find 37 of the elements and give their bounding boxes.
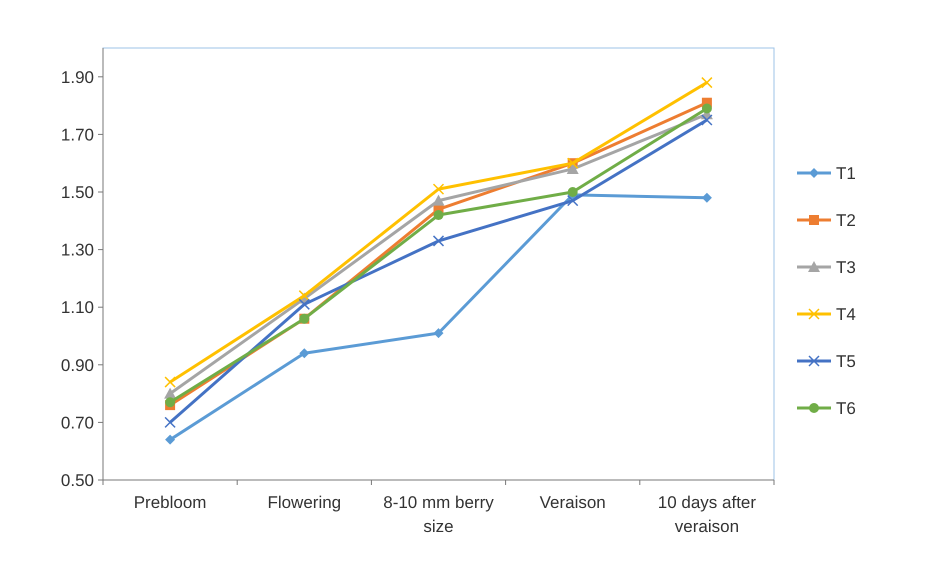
x-tick-label: Veraison <box>540 493 606 512</box>
point <box>701 76 713 88</box>
y-tick-label: 0.70 <box>60 413 94 432</box>
y-tick-label: 0.90 <box>60 356 94 375</box>
point <box>568 187 578 197</box>
x-tick-label: 10 days after veraison <box>658 493 756 536</box>
y-tick-label: 1.90 <box>60 68 94 87</box>
point <box>164 416 176 428</box>
point <box>702 192 712 203</box>
legend-label: T4 <box>836 304 856 324</box>
y-tick-label: 1.10 <box>60 298 94 318</box>
point <box>701 114 713 126</box>
legend-label: T3 <box>836 258 856 277</box>
point <box>165 397 176 408</box>
legend-label: T5 <box>836 352 856 371</box>
point <box>298 290 310 302</box>
y-tick-label: 1.30 <box>60 240 94 260</box>
y-tick-label: 0.50 <box>60 470 94 490</box>
point <box>164 376 176 388</box>
legend-label: T1 <box>836 164 856 183</box>
legend-label: T2 <box>836 210 856 230</box>
point <box>434 328 444 338</box>
x-tick-label: Prebloom <box>134 493 206 512</box>
y-tick-label: 1.50 <box>60 182 94 202</box>
point <box>299 348 310 358</box>
point <box>432 183 444 195</box>
point <box>432 194 444 206</box>
point <box>434 210 444 220</box>
y-tick-label: 1.70 <box>60 125 94 144</box>
point <box>566 194 578 206</box>
point <box>702 103 712 114</box>
point <box>432 235 444 247</box>
point <box>298 298 310 310</box>
x-tick-label: Flowering <box>267 493 342 512</box>
legend-label: T6 <box>836 398 856 418</box>
x-tick-label: 8-10 mm berry size <box>383 493 494 536</box>
point <box>165 434 176 445</box>
